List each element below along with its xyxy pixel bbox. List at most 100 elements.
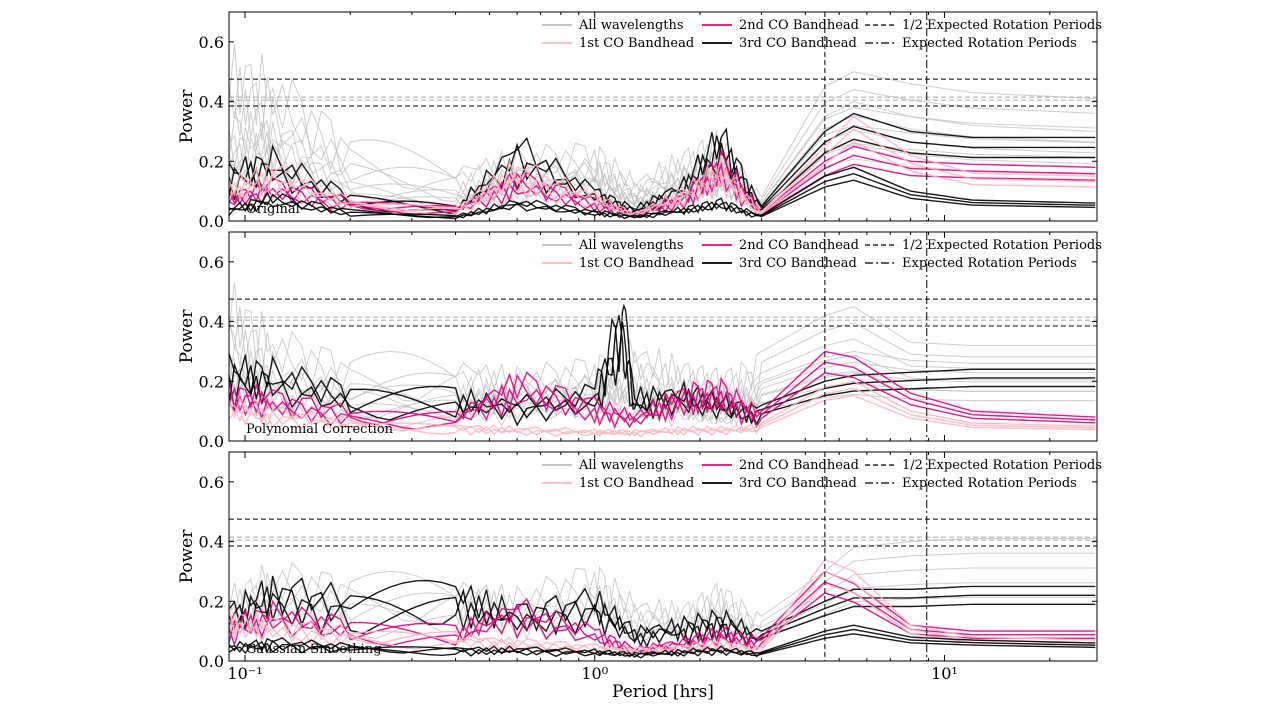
- legend-item: Expected Rotation Periods: [865, 36, 1077, 51]
- series-line-all: [229, 43, 1096, 199]
- legend-label: Expected Rotation Periods: [902, 36, 1077, 51]
- y-axis-label: Power: [177, 89, 197, 144]
- x-axis-label: Period [hrs]: [612, 682, 714, 702]
- axes-frame: [228, 451, 1098, 662]
- series-line-first: [229, 558, 1096, 655]
- panel-label: Gaussian Smoothing: [246, 642, 382, 657]
- series-line-third: [229, 586, 1096, 649]
- legend-item: 2nd CO Bandhead: [702, 18, 859, 33]
- series-line-all: [229, 582, 1096, 640]
- axes-frame: [228, 11, 1098, 222]
- series-line-third: [229, 315, 1096, 426]
- panel-label: Polynomial Correction: [246, 422, 394, 437]
- y-tick-label: 0.2: [199, 372, 224, 391]
- y-tick-label: 0.2: [199, 152, 224, 171]
- series-line-all: [229, 383, 1096, 426]
- legend-item: 3rd CO Bandhead: [702, 256, 857, 271]
- legend-item: 3rd CO Bandhead: [702, 36, 857, 51]
- legend-item: 1st CO Bandhead: [542, 256, 694, 271]
- y-tick-label: 0.4: [199, 533, 224, 552]
- legend-label: Expected Rotation Periods: [902, 476, 1077, 491]
- legend-item: All wavelengths: [542, 458, 684, 473]
- legend-label: Expected Rotation Periods: [902, 256, 1077, 271]
- y-tick-label: 0.0: [199, 432, 224, 451]
- x-tick-label: 10¹: [931, 664, 958, 683]
- legend-label: 1st CO Bandhead: [579, 476, 694, 491]
- y-tick-label: 0.4: [199, 313, 224, 332]
- axes-frame: [228, 231, 1098, 442]
- series-line-third: [229, 633, 1096, 659]
- series-line-first: [229, 394, 1096, 438]
- legend-item: 1/2 Expected Rotation Periods: [865, 18, 1102, 33]
- series-line-second: [229, 350, 1096, 426]
- series-line-second: [229, 361, 1096, 425]
- series-line-all: [229, 129, 1096, 209]
- series-line-first: [229, 140, 1096, 218]
- series-line-all: [229, 361, 1096, 422]
- y-tick-label: 0.4: [199, 93, 224, 112]
- series-line-third: [229, 303, 1096, 423]
- y-axis-label: Power: [177, 309, 197, 364]
- series-line-first: [229, 387, 1096, 437]
- series-line-third: [229, 628, 1096, 658]
- series-line-third: [229, 624, 1096, 658]
- panel-2: 0.0 0.2 0.4 0.6 Power Polynomial Correction Al…: [177, 231, 1102, 451]
- legend-item: 1/2 Expected Rotation Periods: [865, 238, 1102, 253]
- legend-label: 1/2 Expected Rotation Periods: [902, 458, 1102, 473]
- series-line-all: [229, 355, 1096, 424]
- panel-label: Original: [246, 202, 300, 217]
- legend-label: All wavelengths: [578, 458, 684, 473]
- series-line-first: [229, 115, 1096, 217]
- plot-area: [229, 452, 1097, 661]
- y-tick-label: 0.6: [199, 473, 224, 492]
- panel-1: 0.0 0.2 0.4 0.6 Power Original All wavelengths…: [177, 11, 1102, 231]
- series-line-third: [229, 138, 1096, 215]
- series-line-second: [229, 162, 1096, 217]
- y-tick-label: 0.0: [199, 652, 224, 671]
- plot-area: [229, 12, 1097, 221]
- series-line-all: [229, 89, 1096, 207]
- legend-label: 1/2 Expected Rotation Periods: [902, 18, 1102, 33]
- plot-area: [229, 232, 1097, 441]
- x-tick-label: 10⁻¹: [227, 664, 262, 683]
- series-line-all: [229, 282, 1096, 403]
- legend-label: 3rd CO Bandhead: [739, 36, 857, 51]
- y-axis-label: Power: [177, 529, 197, 584]
- series-line-first: [229, 570, 1096, 656]
- legend-label: All wavelengths: [578, 18, 684, 33]
- legend-label: 2nd CO Bandhead: [739, 458, 859, 473]
- legend-label: 2nd CO Bandhead: [739, 238, 859, 253]
- series-line-third: [229, 172, 1096, 219]
- y-tick-label: 0.6: [199, 253, 224, 272]
- legend-item: 2nd CO Bandhead: [702, 458, 859, 473]
- series-line-third: [229, 112, 1096, 214]
- legend-label: 1st CO Bandhead: [579, 256, 694, 271]
- panel-3: 0.0 0.2 0.4 0.6 Power Gaussian Smoothing All w…: [177, 451, 1102, 671]
- y-tick-label: 0.2: [199, 592, 224, 611]
- series-line-third: [229, 575, 1096, 645]
- legend-item: 3rd CO Bandhead: [702, 476, 857, 491]
- legend-label: 1/2 Expected Rotation Periods: [902, 238, 1102, 253]
- series-line-first: [229, 128, 1096, 219]
- series-line-third: [229, 179, 1096, 220]
- y-tick-label: 0.6: [199, 33, 224, 52]
- legend-label: 3rd CO Bandhead: [739, 256, 857, 271]
- y-tick-label: 0.0: [199, 212, 224, 231]
- series-line-all: [229, 538, 1096, 633]
- legend-label: All wavelengths: [578, 238, 684, 253]
- legend-item: 1/2 Expected Rotation Periods: [865, 458, 1102, 473]
- series-line-all: [229, 111, 1096, 207]
- legend-label: 2nd CO Bandhead: [739, 18, 859, 33]
- legend-item: 1st CO Bandhead: [542, 36, 694, 51]
- series-line-second: [229, 570, 1096, 654]
- legend-item: All wavelengths: [542, 238, 684, 253]
- series-line-all: [229, 101, 1096, 207]
- series-line-all: [229, 128, 1096, 210]
- legend-label: 1st CO Bandhead: [579, 36, 694, 51]
- legend-item: 1st CO Bandhead: [542, 476, 694, 491]
- legend-label: 3rd CO Bandhead: [739, 476, 857, 491]
- series-line-all: [229, 306, 1096, 408]
- legend-item: All wavelengths: [542, 18, 684, 33]
- series-line-all: [229, 596, 1096, 647]
